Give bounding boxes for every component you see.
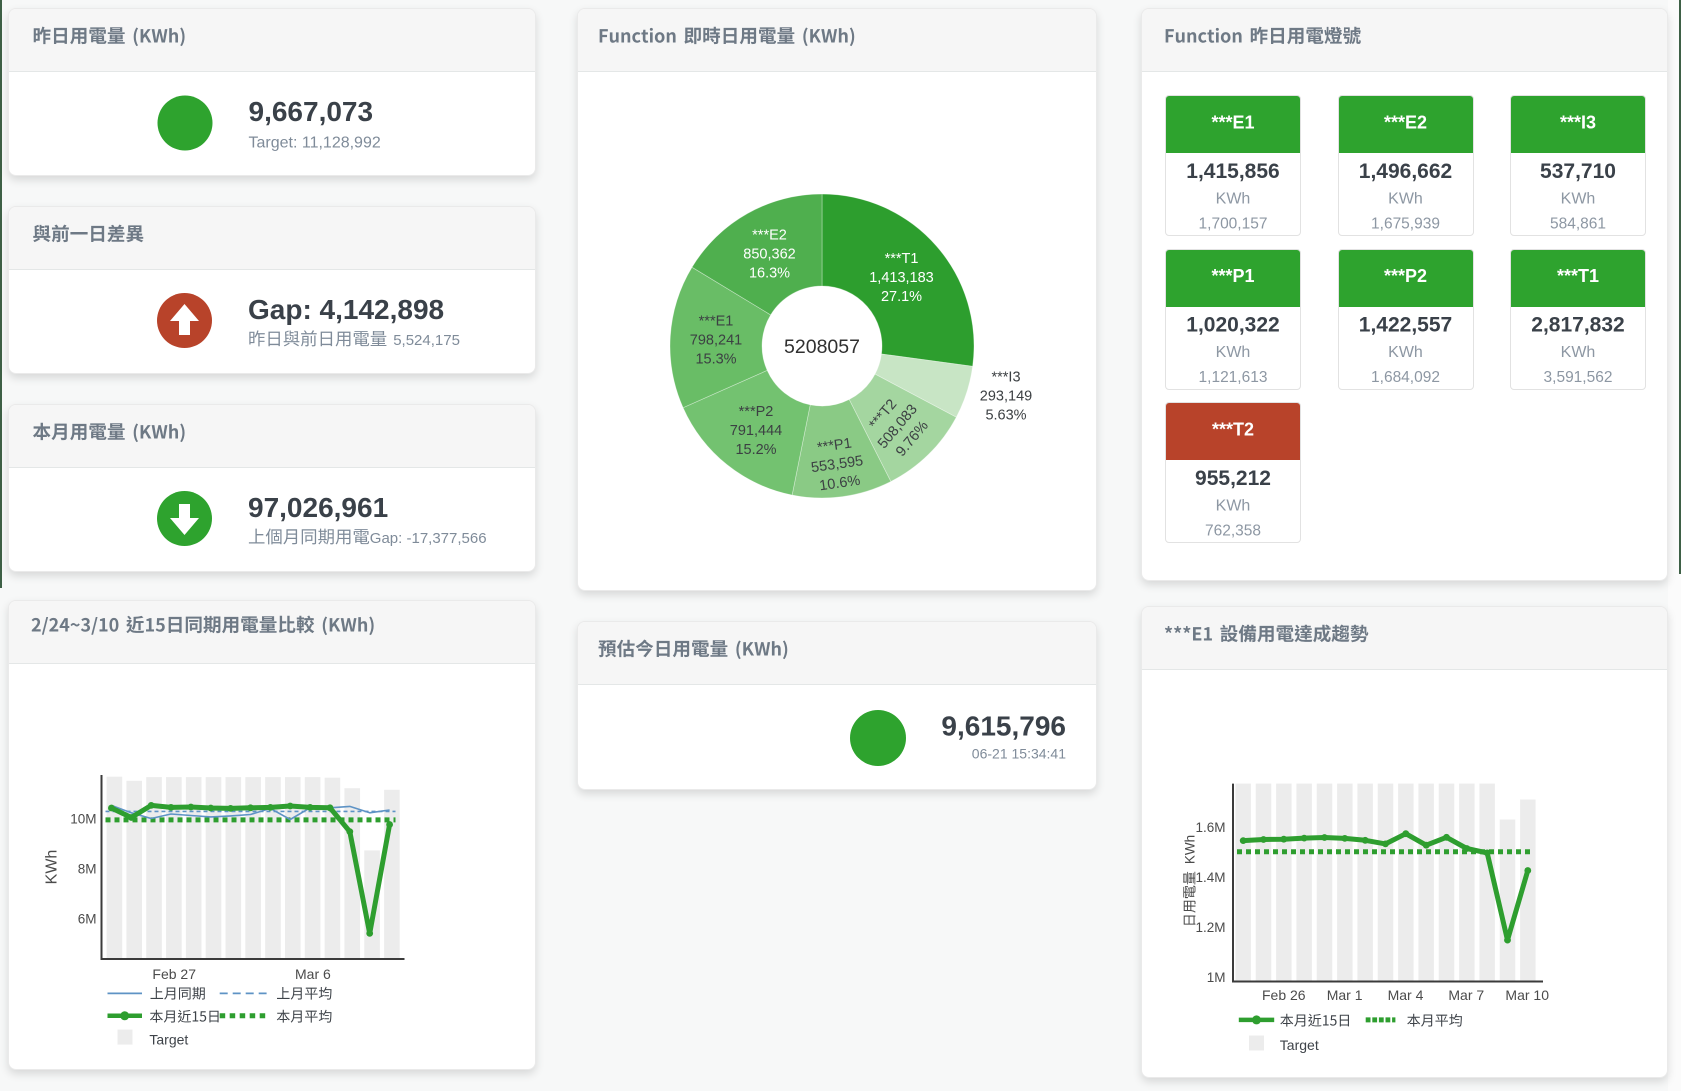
svg-text:16.3%: 16.3% [749,266,790,282]
svg-text:850,362: 850,362 [743,247,795,263]
svg-text:Mar 10: Mar 10 [1505,987,1549,1003]
svg-text:1.6M: 1.6M [1195,820,1225,835]
svg-text:1,684,092: 1,684,092 [1371,369,1440,386]
svg-text:1.4M: 1.4M [1195,870,1225,885]
svg-text:9,615,796: 9,615,796 [941,711,1066,742]
svg-text:***E2: ***E2 [1384,113,1427,133]
svg-text:***E1: ***E1 [1211,113,1254,133]
svg-text:1.2M: 1.2M [1195,920,1225,935]
svg-text:***I3: ***I3 [1560,113,1596,133]
svg-text:Mar 6: Mar 6 [295,966,331,982]
svg-text:***P1: ***P1 [1211,266,1254,286]
svg-text:KWh: KWh [1216,191,1251,208]
svg-text:Target: 11,128,992: Target: 11,128,992 [249,135,381,152]
svg-text:KWh: KWh [1216,498,1251,515]
svg-text:1,422,557: 1,422,557 [1359,314,1452,337]
svg-text:1,415,856: 1,415,856 [1186,160,1279,183]
svg-text:Mar 7: Mar 7 [1448,987,1484,1003]
svg-text:***T1: ***T1 [885,251,919,267]
svg-text:5208057: 5208057 [784,336,860,358]
svg-text:KWh: KWh [1183,835,1198,864]
svg-text:KWh: KWh [1561,191,1596,208]
svg-text:1,496,662: 1,496,662 [1359,160,1452,183]
svg-text:1,675,939: 1,675,939 [1371,216,1440,233]
svg-text:KWh: KWh [1561,344,1596,361]
svg-text:1M: 1M [1207,970,1226,985]
svg-text:2,817,832: 2,817,832 [1531,314,1624,337]
svg-text:537,710: 537,710 [1540,160,1616,183]
svg-text:***E1: ***E1 [699,314,734,330]
svg-text:6M: 6M [78,911,97,926]
svg-text:KWh: KWh [1388,344,1423,361]
svg-text:***I3: ***I3 [991,370,1020,386]
svg-text:10.6%: 10.6% [818,473,861,495]
svg-text:5.63%: 5.63% [985,408,1026,424]
svg-text:Feb 26: Feb 26 [1262,987,1306,1003]
svg-text:15.3%: 15.3% [695,352,736,368]
svg-text:***P2: ***P2 [1384,266,1427,286]
svg-text:***E2: ***E2 [752,228,787,244]
svg-text:***P1: ***P1 [816,436,853,457]
svg-text:Gap: 4,142,898: Gap: 4,142,898 [248,294,444,325]
svg-text:Target: Target [149,1032,188,1048]
svg-text:97,026,961: 97,026,961 [248,492,388,523]
svg-text:791,444: 791,444 [730,423,782,439]
svg-text:06-21 15:34:41: 06-21 15:34:41 [972,746,1066,762]
svg-text:***T2: ***T2 [1212,420,1254,440]
svg-text:1,020,322: 1,020,322 [1186,314,1279,337]
svg-text:9,667,073: 9,667,073 [249,96,374,127]
svg-text:***T1: ***T1 [1557,266,1599,286]
svg-text:Mar 1: Mar 1 [1327,987,1363,1003]
svg-text:27.1%: 27.1% [881,289,922,305]
svg-text:798,241: 798,241 [690,333,742,349]
svg-text:KWh: KWh [1388,191,1423,208]
svg-text:955,212: 955,212 [1195,467,1271,490]
svg-text:Gap: -17,377,566: Gap: -17,377,566 [370,530,487,547]
svg-text:***P2: ***P2 [739,404,774,420]
svg-text:1,700,157: 1,700,157 [1199,216,1268,233]
svg-text:10M: 10M [70,811,96,826]
svg-text:762,358: 762,358 [1205,523,1261,540]
svg-text:KWh: KWh [44,850,61,885]
svg-text:3,591,562: 3,591,562 [1544,369,1613,386]
svg-text:1,413,183: 1,413,183 [869,270,934,286]
svg-text:8M: 8M [78,861,97,876]
svg-text:1,121,613: 1,121,613 [1199,369,1268,386]
svg-text:553,595: 553,595 [810,453,864,476]
svg-text:Feb 27: Feb 27 [152,966,196,982]
svg-text:Mar 4: Mar 4 [1388,987,1424,1003]
svg-text:293,149: 293,149 [980,389,1032,405]
svg-text:15.2%: 15.2% [735,442,776,458]
svg-text:5,524,175: 5,524,175 [393,332,460,349]
svg-text:Target: Target [1280,1037,1319,1053]
svg-text:584,861: 584,861 [1550,216,1606,233]
svg-text:KWh: KWh [1216,344,1251,361]
